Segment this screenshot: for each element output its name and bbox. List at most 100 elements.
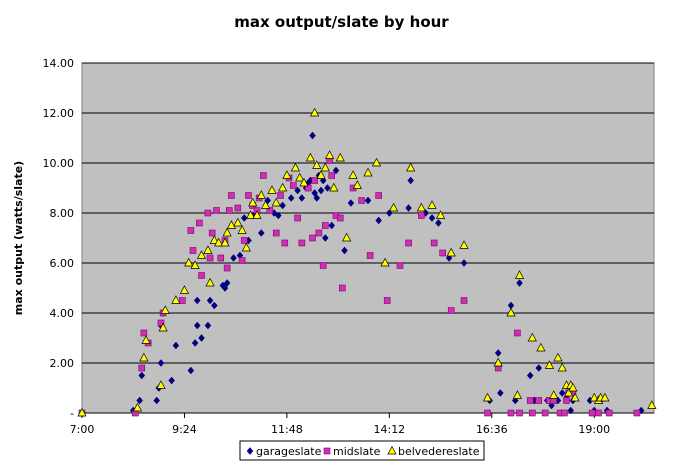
data-point-belvedereslate	[482, 392, 493, 402]
data-point-garageslate	[347, 199, 355, 207]
data-point-midslate	[281, 239, 289, 247]
y-axis-label: max output (watts/slate)	[12, 161, 25, 315]
data-point-garageslate	[240, 214, 248, 222]
data-point-belvedereslate	[316, 170, 326, 179]
x-tick-label: 19:00	[578, 423, 610, 436]
data-point-belvedereslate	[77, 407, 87, 417]
data-point-belvedereslate	[459, 240, 469, 249]
data-point-belvedereslate	[139, 352, 149, 362]
data-point-midslate	[196, 219, 203, 227]
data-point-garageslate	[516, 279, 523, 287]
data-point-midslate	[304, 184, 312, 192]
data-point-belvedereslate	[299, 177, 309, 187]
data-point-garageslate	[526, 371, 534, 380]
legend-box	[239, 440, 485, 461]
data-point-belvedereslate	[363, 167, 373, 177]
data-point-garageslate	[172, 341, 180, 350]
data-point-garageslate	[157, 359, 165, 367]
data-point-midslate	[375, 192, 382, 199]
data-point-garageslate	[535, 364, 543, 372]
data-point-midslate	[439, 249, 447, 257]
legend-label-belvedereslate: belvedereslate	[398, 445, 480, 458]
data-point-belvedereslate	[252, 210, 262, 219]
data-point-garageslate	[375, 216, 383, 225]
data-point-midslate	[204, 209, 212, 217]
data-point-garageslate	[187, 366, 195, 375]
data-point-belvedereslate	[271, 197, 281, 207]
data-point-midslate	[319, 262, 327, 269]
data-point-midslate	[228, 192, 235, 199]
data-point-belvedereslate	[190, 260, 200, 269]
data-point-belvedereslate	[324, 150, 335, 159]
series-belvedereslate	[77, 107, 657, 417]
data-point-midslate	[234, 204, 242, 212]
data-point-belvedereslate	[214, 237, 224, 247]
data-point-garageslate	[275, 211, 282, 220]
data-point-midslate	[484, 409, 491, 417]
x-axis-ticks: 7:00 9:24 11:48 14:12 16:36 19:00	[70, 412, 654, 436]
legend-marker-midslate	[323, 447, 331, 455]
data-point-belvedereslate	[416, 202, 426, 212]
data-point-midslate	[339, 284, 346, 292]
data-point-belvedereslate	[544, 360, 555, 369]
legend-marker-belvedereslate	[387, 445, 397, 455]
data-point-midslate	[206, 254, 214, 262]
data-point-belvedereslate	[282, 170, 292, 179]
data-point-midslate	[529, 409, 536, 417]
data-point-belvedereslate	[205, 277, 215, 287]
data-point-garageslate	[364, 196, 372, 205]
data-point-belvedereslate	[220, 237, 230, 247]
data-point-midslate	[366, 252, 374, 259]
data-point-belvedereslate	[514, 270, 525, 279]
data-point-midslate	[595, 409, 602, 417]
data-point-garageslate	[407, 176, 415, 185]
data-point-belvedereslate	[267, 185, 277, 194]
data-point-belvedereslate	[209, 235, 219, 244]
series-layer	[77, 107, 657, 417]
data-point-belvedereslate	[233, 217, 243, 227]
data-point-belvedereslate	[527, 332, 537, 342]
data-point-garageslate	[317, 186, 325, 195]
data-point-midslate	[187, 227, 195, 234]
data-point-garageslate	[153, 396, 161, 405]
data-point-belvedereslate	[184, 257, 194, 267]
data-point-garageslate	[138, 371, 146, 380]
plot-area	[81, 62, 655, 414]
data-point-midslate	[541, 409, 549, 417]
data-point-belvedereslate	[335, 152, 345, 162]
data-point-midslate	[430, 239, 438, 247]
data-point-garageslate	[428, 214, 436, 222]
data-point-midslate	[309, 234, 316, 242]
data-point-garageslate	[191, 339, 199, 347]
data-point-midslate	[198, 272, 205, 279]
data-point-belvedereslate	[278, 182, 288, 192]
data-point-garageslate	[298, 194, 306, 202]
data-point-belvedereslate	[568, 382, 578, 392]
data-point-garageslate	[496, 389, 504, 397]
data-point-midslate	[447, 307, 455, 314]
data-point-belvedereslate	[371, 157, 382, 167]
data-point-belvedereslate	[312, 160, 322, 169]
data-point-belvedereslate	[329, 182, 339, 192]
data-point-midslate	[396, 262, 404, 269]
data-point-midslate	[336, 214, 344, 222]
y-tick-label: 14.00	[43, 57, 75, 70]
data-point-midslate	[526, 397, 534, 404]
data-point-garageslate	[311, 189, 318, 197]
data-point-belvedereslate	[179, 285, 190, 294]
data-point-belvedereslate	[506, 307, 516, 317]
data-point-belvedereslate	[570, 392, 580, 402]
data-point-midslate	[563, 397, 570, 404]
data-point-belvedereslate	[553, 352, 563, 362]
data-point-belvedereslate	[222, 227, 232, 237]
data-point-belvedereslate	[203, 245, 213, 254]
x-tick-label: 7:00	[70, 423, 95, 436]
data-point-midslate	[294, 214, 301, 222]
data-point-garageslate	[313, 194, 321, 202]
data-point-garageslate	[193, 321, 201, 330]
data-point-garageslate	[257, 229, 265, 237]
data-point-garageslate	[136, 396, 143, 405]
data-point-belvedereslate	[305, 152, 315, 162]
data-point-belvedereslate	[389, 202, 399, 212]
legend: garageslate midslate belvedereslate	[239, 440, 485, 461]
